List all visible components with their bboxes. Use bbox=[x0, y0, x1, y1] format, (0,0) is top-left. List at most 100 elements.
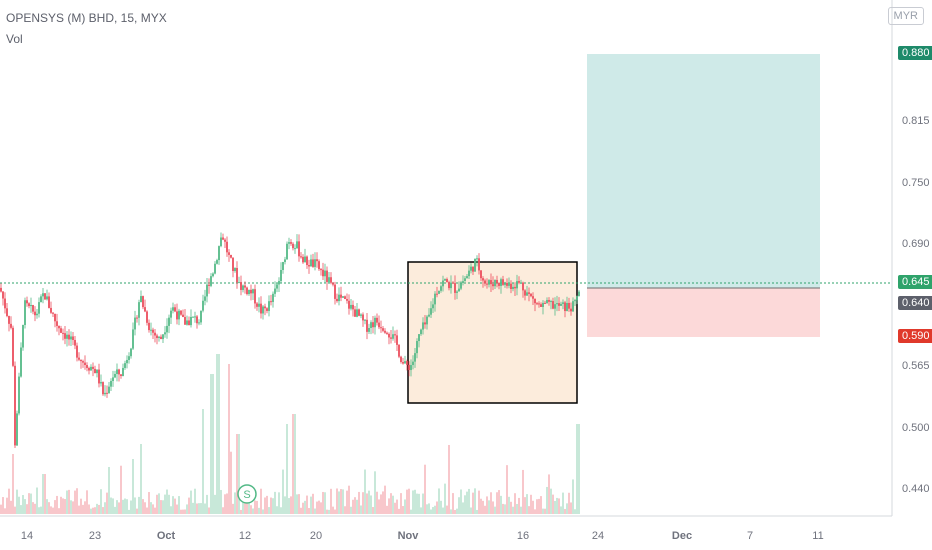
target-zone[interactable] bbox=[587, 54, 820, 288]
candle-body bbox=[436, 293, 438, 295]
volume-bar bbox=[88, 504, 90, 514]
candle-body bbox=[444, 279, 446, 281]
candle-body bbox=[74, 339, 76, 346]
candle-body bbox=[510, 283, 512, 290]
candle-body bbox=[44, 293, 46, 300]
price-tag-stop: 0.590 bbox=[898, 329, 932, 343]
candle-body bbox=[484, 280, 486, 284]
candle-body bbox=[496, 279, 498, 284]
volume-bar bbox=[166, 489, 168, 514]
volume-bar bbox=[416, 493, 418, 514]
candle-body bbox=[448, 282, 450, 289]
volume-bar bbox=[500, 495, 502, 514]
candle-body bbox=[302, 256, 304, 263]
candle-body bbox=[340, 294, 342, 298]
candle-body bbox=[360, 314, 362, 316]
candle-body bbox=[460, 282, 462, 289]
volume-bar bbox=[464, 495, 466, 514]
candle-body bbox=[402, 362, 404, 364]
volume-bar bbox=[250, 505, 252, 514]
volume-bar bbox=[244, 502, 246, 514]
volume-bar bbox=[212, 374, 214, 514]
candle-body bbox=[58, 325, 60, 329]
candle-body bbox=[558, 303, 560, 306]
volume-bar bbox=[458, 497, 460, 514]
volume-bar bbox=[282, 469, 284, 514]
candle-body bbox=[148, 322, 150, 331]
volume-bar bbox=[208, 507, 210, 514]
volume-bar bbox=[168, 494, 170, 514]
volume-bar bbox=[34, 503, 36, 514]
candle-body bbox=[26, 300, 28, 304]
volume-bar bbox=[412, 490, 414, 514]
volume-bar bbox=[86, 490, 88, 514]
candle-body bbox=[228, 252, 230, 255]
candle-body bbox=[530, 293, 532, 297]
candle-body bbox=[234, 267, 236, 272]
split-marker[interactable] bbox=[237, 484, 257, 504]
volume-bar bbox=[206, 494, 208, 514]
volume-bar bbox=[128, 509, 130, 514]
candle-body bbox=[206, 284, 208, 297]
volume-bar bbox=[352, 499, 354, 514]
candle-body bbox=[422, 322, 424, 330]
candle-body bbox=[330, 277, 332, 283]
candle-body bbox=[362, 314, 364, 321]
volume-bar bbox=[420, 507, 422, 514]
candle-body bbox=[50, 307, 52, 313]
y-tick-0440: 0.440 bbox=[902, 483, 930, 495]
volume-bar bbox=[2, 497, 4, 514]
candle-body bbox=[70, 336, 72, 340]
volume-bar bbox=[100, 489, 102, 514]
volume-bar bbox=[96, 503, 98, 514]
candle-body bbox=[134, 317, 136, 330]
x-tick-24: 24 bbox=[592, 530, 604, 542]
volume-bar bbox=[492, 501, 494, 514]
candle-body bbox=[266, 308, 268, 311]
candle-body bbox=[514, 286, 516, 289]
volume-bar bbox=[524, 497, 526, 514]
candle-body bbox=[396, 335, 398, 345]
volume-bar bbox=[158, 493, 160, 514]
volume-bar bbox=[386, 505, 388, 514]
volume-bar bbox=[58, 508, 60, 514]
candle-body bbox=[108, 386, 110, 394]
candle-body bbox=[404, 361, 406, 364]
volume-bar bbox=[396, 499, 398, 514]
volume-bar bbox=[400, 493, 402, 514]
candle-body bbox=[428, 314, 430, 317]
stop-zone[interactable] bbox=[587, 288, 820, 337]
volume-bar bbox=[466, 491, 468, 514]
candle-body bbox=[236, 267, 238, 283]
candle-body bbox=[170, 310, 172, 318]
volume-bar bbox=[480, 498, 482, 514]
volume-bar bbox=[234, 492, 236, 514]
volume-bar bbox=[270, 497, 272, 514]
candle-body bbox=[398, 344, 400, 357]
candle-body bbox=[288, 242, 290, 244]
candle-body bbox=[438, 290, 440, 294]
volume-bar bbox=[14, 506, 16, 514]
volume-bar bbox=[512, 506, 514, 514]
chart-title: OPENSYS (M) BHD, 15, MYX bbox=[6, 11, 167, 25]
volume-bar bbox=[504, 504, 506, 514]
volume-bar bbox=[188, 497, 190, 514]
candle-body bbox=[564, 302, 566, 312]
candle-body bbox=[316, 259, 318, 262]
volume-bar bbox=[306, 495, 308, 514]
candle-body bbox=[364, 319, 366, 321]
candle-body bbox=[478, 258, 480, 271]
candle-body bbox=[230, 254, 232, 258]
candle-body bbox=[520, 282, 522, 284]
candle-body bbox=[512, 286, 514, 290]
candle-body bbox=[454, 283, 456, 293]
candle-body bbox=[366, 319, 368, 332]
candle-body bbox=[100, 382, 102, 384]
currency-button[interactable]: MYR bbox=[887, 7, 924, 25]
volume-bar bbox=[518, 497, 520, 514]
candle-body bbox=[354, 309, 356, 317]
candle-body bbox=[202, 300, 204, 311]
candle-body bbox=[502, 279, 504, 285]
candle-body bbox=[508, 283, 510, 286]
